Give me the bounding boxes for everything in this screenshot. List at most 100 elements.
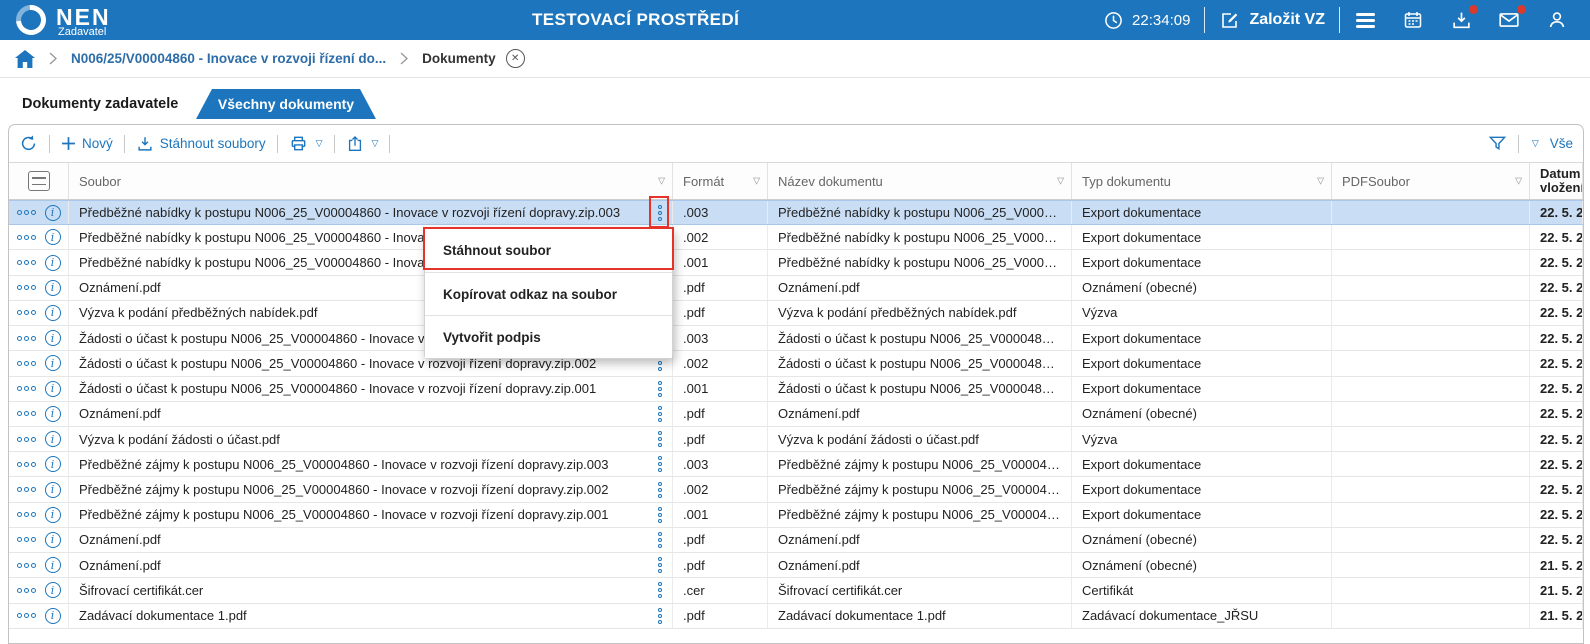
close-icon[interactable]: ✕	[505, 49, 525, 68]
row-info-icon[interactable]: i	[44, 355, 61, 372]
row-menu-icon[interactable]	[658, 582, 662, 599]
row-menu-icon[interactable]	[658, 431, 662, 448]
row-actions-icon[interactable]	[16, 360, 36, 366]
row-actions-icon[interactable]	[16, 260, 36, 266]
view-all-dropdown[interactable]: ▽ Vše	[1530, 136, 1573, 151]
filter-dropdown-icon[interactable]: ▽	[1515, 175, 1522, 186]
row-menu-icon[interactable]	[658, 405, 662, 422]
filter-dropdown-icon[interactable]: ▽	[1317, 175, 1324, 186]
context-menu-item[interactable]: Vytvořit podpis	[425, 315, 672, 358]
row-info-icon[interactable]: i	[44, 380, 61, 397]
table-row[interactable]: i Předběžné nabídky k postupu N006_25_V0…	[9, 250, 1583, 276]
row-menu-icon[interactable]	[658, 531, 662, 548]
context-menu-item[interactable]: Kopírovat odkaz na soubor	[425, 272, 672, 315]
table-row[interactable]: i Předběžné nabídky k postupu N006_25_V0…	[9, 225, 1583, 251]
row-info-icon[interactable]: i	[44, 405, 61, 422]
row-actions-icon[interactable]	[16, 285, 36, 291]
table-row[interactable]: i Šifrovací certifikát.cer .cer Šifrovac…	[9, 578, 1583, 604]
breadcrumb-procedure[interactable]: N006/25/V00004860 - Inovace v rozvoji ří…	[71, 51, 387, 66]
table-row[interactable]: i Žádosti o účast k postupu N006_25_V000…	[9, 351, 1583, 377]
table-row[interactable]: i Výzva k podání předběžných nabídek.pdf…	[9, 300, 1583, 327]
row-actions-icon[interactable]	[16, 461, 36, 467]
filter-button[interactable]	[1488, 134, 1507, 153]
row-info-icon[interactable]: i	[44, 330, 61, 347]
row-menu-icon[interactable]	[658, 456, 662, 473]
table-row[interactable]: i Oznámení.pdf .pdf Oznámení.pdf Oznámen…	[9, 275, 1583, 301]
row-actions-icon[interactable]	[16, 537, 36, 543]
user-icon[interactable]	[1546, 9, 1568, 31]
column-settings-header[interactable]	[9, 163, 69, 199]
cell-format: .pdf	[673, 603, 768, 628]
row-info-icon[interactable]: i	[44, 254, 61, 271]
row-actions-icon[interactable]	[16, 335, 36, 341]
table-row[interactable]: i Výzva k podání žádosti o účast.pdf .pd…	[9, 426, 1583, 453]
export-button[interactable]: ▽	[346, 135, 378, 153]
column-header-format[interactable]: Formát ▽	[673, 163, 768, 199]
row-actions-icon[interactable]	[16, 587, 36, 593]
row-info-icon[interactable]: i	[44, 481, 61, 498]
table-row[interactable]: i Předběžné nabídky k postupu N006_25_V0…	[9, 200, 1583, 226]
table-row[interactable]: i Oznámení.pdf .pdf Oznámení.pdf Oznámen…	[9, 527, 1583, 554]
row-info-icon[interactable]: i	[44, 204, 61, 221]
cell-soubor: Žádosti o účast k postupu N006_25_V00004…	[79, 381, 597, 397]
row-menu-icon[interactable]	[658, 380, 662, 397]
row-info-icon[interactable]: i	[44, 456, 61, 473]
cell-pdfsoubor	[1332, 502, 1530, 527]
table-row[interactable]: i Předběžné zájmy k postupu N006_25_V000…	[9, 452, 1583, 478]
column-header-datum[interactable]: Datum vložení	[1530, 163, 1583, 199]
row-info-icon[interactable]: i	[44, 531, 61, 548]
row-actions-icon[interactable]	[16, 234, 36, 240]
row-menu-icon[interactable]	[658, 204, 662, 221]
tab-vsechny-dokumenty[interactable]: Všechny dokumenty	[196, 89, 376, 119]
tab-dokumenty-zadavatele[interactable]: Dokumenty zadavatele	[10, 89, 196, 119]
row-info-icon[interactable]: i	[44, 304, 61, 321]
row-info-icon[interactable]: i	[44, 431, 61, 448]
row-actions-icon[interactable]	[16, 386, 36, 392]
table-row[interactable]: i Žádosti o účast k postupu N006_25_V000…	[9, 376, 1583, 402]
row-actions-icon[interactable]	[16, 436, 36, 442]
create-vz-button[interactable]: Založit VZ	[1219, 9, 1325, 31]
refresh-button[interactable]	[19, 134, 38, 153]
table-row[interactable]: i Předběžné zájmy k postupu N006_25_V000…	[9, 477, 1583, 503]
row-menu-icon[interactable]	[658, 506, 662, 523]
table-row[interactable]: i Předběžné zájmy k postupu N006_25_V000…	[9, 502, 1583, 528]
row-actions-icon[interactable]	[16, 512, 36, 518]
context-menu-item[interactable]: Stáhnout soubor	[425, 229, 672, 272]
row-menu-icon[interactable]	[658, 607, 662, 624]
row-menu-icon[interactable]	[658, 557, 662, 574]
new-button[interactable]: Nový	[61, 136, 113, 151]
table-row[interactable]: i Oznámení.pdf .pdf Oznámení.pdf Oznámen…	[9, 553, 1583, 579]
row-info-icon[interactable]: i	[44, 279, 61, 296]
menu-icon[interactable]	[1354, 9, 1376, 31]
cell-datum: 22. 5. 2	[1530, 351, 1583, 376]
table-row[interactable]: i Zadávací dokumentace 1.pdf .pdf Zadáva…	[9, 603, 1583, 629]
messages-icon[interactable]	[1498, 5, 1526, 31]
row-actions-icon[interactable]	[16, 562, 36, 568]
row-actions-icon[interactable]	[16, 613, 36, 619]
table-row[interactable]: i Oznámení.pdf .pdf Oznámení.pdf Oznámen…	[9, 401, 1583, 427]
row-info-icon[interactable]: i	[44, 582, 61, 599]
column-header-typ[interactable]: Typ dokumentu ▽	[1072, 163, 1332, 199]
downloads-icon[interactable]	[1450, 5, 1478, 31]
table-row[interactable]: i Žádosti o účast k postupu N006_25_V000…	[9, 326, 1583, 352]
download-files-button[interactable]: Stáhnout soubory	[136, 135, 266, 153]
filter-dropdown-icon[interactable]: ▽	[658, 175, 665, 186]
column-header-soubor[interactable]: Soubor ▽	[69, 163, 673, 199]
calendar-icon[interactable]	[1402, 9, 1424, 31]
row-info-icon[interactable]: i	[44, 506, 61, 523]
row-actions-icon[interactable]	[16, 411, 36, 417]
print-button[interactable]: ▽	[289, 134, 323, 153]
column-header-nazev[interactable]: Název dokumentu ▽	[768, 163, 1072, 199]
row-actions-icon[interactable]	[16, 310, 36, 316]
row-info-icon[interactable]: i	[44, 557, 61, 574]
row-info-icon[interactable]: i	[44, 229, 61, 246]
cell-datum: 22. 5. 2	[1530, 326, 1583, 351]
row-actions-icon[interactable]	[16, 210, 36, 216]
home-icon[interactable]	[15, 49, 35, 68]
row-actions-icon[interactable]	[16, 487, 36, 493]
row-info-icon[interactable]: i	[44, 607, 61, 624]
row-menu-icon[interactable]	[658, 481, 662, 498]
filter-dropdown-icon[interactable]: ▽	[753, 175, 760, 186]
column-header-pdfsoubor[interactable]: PDFSoubor ▽	[1332, 163, 1530, 199]
filter-dropdown-icon[interactable]: ▽	[1057, 175, 1064, 186]
